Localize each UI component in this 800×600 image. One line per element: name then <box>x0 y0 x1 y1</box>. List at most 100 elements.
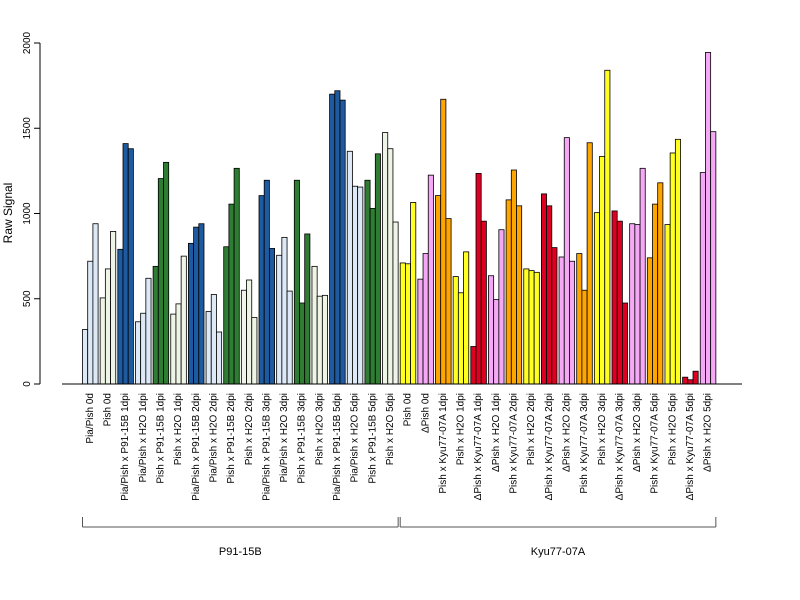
bar <box>316 295 323 385</box>
x-tick-label: Pish x P91-15B 1dpi <box>156 393 167 484</box>
bar <box>157 178 164 385</box>
x-tick-label: Pish x H2O 2dpi <box>244 393 255 465</box>
group-brackets: P91-15B Kyu77-07A <box>82 517 717 558</box>
bar <box>193 226 200 385</box>
bar <box>599 155 606 385</box>
bar <box>251 317 258 385</box>
x-tick-label: Pish x P91-15B 2dpi <box>226 393 237 484</box>
bar <box>440 98 447 385</box>
bar <box>369 207 376 385</box>
x-tick-label: ΔPish x H2O 1dpi <box>491 393 502 472</box>
bar <box>410 202 417 385</box>
bar <box>223 246 230 385</box>
bar <box>498 229 505 385</box>
bar <box>480 220 487 385</box>
x-tick-label: Pish x Kyu77-07A 3dpi <box>579 393 590 494</box>
x-tick-labels: Pia/Pish 0d Pish 0d Pia/Pish x P91-15B 1dp… <box>85 393 714 501</box>
bar <box>586 142 593 385</box>
bar <box>299 302 306 385</box>
bar <box>616 220 623 385</box>
bar <box>558 256 565 385</box>
bar <box>682 376 689 385</box>
bar <box>198 223 205 385</box>
bar <box>311 265 318 385</box>
bar <box>699 172 706 385</box>
bar <box>140 312 147 385</box>
bar <box>187 242 194 385</box>
bar <box>546 205 553 385</box>
bar <box>352 185 359 385</box>
bar <box>435 195 442 385</box>
x-tick-label: Pish x H2O 3dpi <box>597 393 608 465</box>
bar <box>639 167 646 385</box>
bar <box>569 260 576 385</box>
bar <box>286 290 293 385</box>
x-tick-label: Pia/Pish 0d <box>85 393 96 444</box>
bar <box>551 247 558 385</box>
bars <box>82 51 717 385</box>
bar <box>145 277 152 385</box>
bar <box>634 224 641 385</box>
bar <box>687 379 694 385</box>
bar <box>652 203 659 385</box>
bar <box>488 275 495 385</box>
bar <box>404 263 411 385</box>
bar <box>281 236 288 385</box>
bar <box>216 331 223 385</box>
bar <box>240 289 247 385</box>
x-tick-label: Pia/Pish x P91-15B 3dpi <box>261 393 272 501</box>
bar <box>163 161 170 385</box>
bar <box>99 297 106 385</box>
bar <box>505 199 512 385</box>
bar <box>657 182 664 385</box>
y-tick-label: 2000 <box>22 31 33 54</box>
bar <box>170 313 177 385</box>
bar <box>152 265 159 385</box>
bar <box>233 167 240 385</box>
bar <box>117 248 124 385</box>
x-tick-label: Pia/Pish x P91-15B 2dpi <box>191 393 202 501</box>
bar <box>246 279 253 385</box>
x-tick-label: Pish x H2O 1dpi <box>173 393 184 465</box>
x-tick-label: Pish x H2O 5dpi <box>667 393 678 465</box>
bar <box>122 143 129 385</box>
bar <box>276 254 283 385</box>
bar <box>339 99 346 385</box>
bar <box>180 255 187 385</box>
bar <box>470 346 477 385</box>
bar <box>382 132 389 385</box>
y-tick-label: 500 <box>22 290 33 307</box>
bar <box>563 137 570 385</box>
bar <box>258 195 265 385</box>
x-tick-label: Pish x P91-15B 5dpi <box>367 393 378 484</box>
bar <box>622 302 629 385</box>
bar <box>475 173 482 385</box>
bar <box>210 294 217 385</box>
bar <box>92 223 99 385</box>
bar <box>646 257 653 385</box>
x-tick-label: Pish x H2O 5dpi <box>385 393 396 465</box>
bar <box>611 210 618 385</box>
bar <box>87 260 94 385</box>
bar <box>110 230 117 385</box>
x-tick-label: Pia/Pish x H2O 1dpi <box>138 393 149 483</box>
bar <box>321 294 328 385</box>
x-tick-label: ΔPish x Kyu77-07A 2dpi <box>544 393 555 500</box>
bar <box>293 179 300 385</box>
bar <box>463 251 470 385</box>
x-tick-label: ΔPish x Kyu77-07A 3dpi <box>614 393 625 500</box>
x-tick-label: Pish x H2O 3dpi <box>314 393 325 465</box>
bar <box>374 153 381 385</box>
group-label: P91-15B <box>219 546 262 558</box>
bar <box>104 268 111 385</box>
x-tick-label: Pia/Pish x H2O 5dpi <box>350 393 361 483</box>
bar <box>541 193 548 385</box>
bar <box>629 223 636 385</box>
x-tick-label: Pia/Pish x P91-15B 1dpi <box>120 393 131 501</box>
y-axis: 0 500 1000 1500 2000 <box>22 31 41 387</box>
bar <box>417 278 424 385</box>
x-tick-label: ΔPish x H2O 5dpi <box>703 393 714 472</box>
bar <box>493 299 500 385</box>
x-tick-label: ΔPish x H2O 2dpi <box>561 393 572 472</box>
